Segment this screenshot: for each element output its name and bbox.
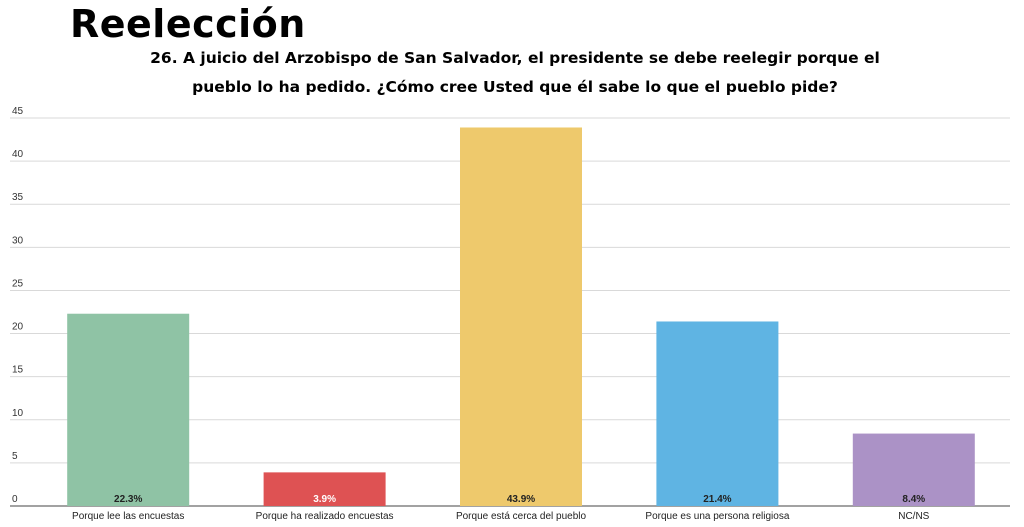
value-labels: 22.3% 3.9% 43.9% 21.4% 8.4% (114, 494, 925, 505)
bar-value-label: 22.3% (114, 494, 142, 505)
x-category-label: Porque lee las encuestas (72, 511, 184, 522)
y-tick-label: 30 (12, 235, 24, 246)
question-text: 26. A juicio del Arzobispo de San Salvad… (130, 44, 900, 102)
y-tick-label: 10 (12, 408, 24, 419)
bar (67, 313, 190, 506)
y-tick-label: 25 (12, 278, 24, 289)
y-axis-ticks: 0 5 10 15 20 25 30 35 40 45 (12, 106, 24, 505)
y-tick-label: 20 (12, 322, 24, 333)
chart-main-title: Reelección (70, 2, 306, 46)
bar-value-label: 43.9% (507, 494, 535, 505)
y-tick-label: 5 (12, 451, 18, 462)
x-category-label: Porque está cerca del pueblo (456, 511, 587, 522)
x-axis-categories: Porque lee las encuestas Porque ha realiz… (72, 511, 930, 522)
bars (67, 127, 975, 507)
y-tick-label: 0 (12, 494, 18, 505)
y-tick-label: 35 (12, 192, 24, 203)
bar (656, 321, 779, 506)
bar-value-label: 21.4% (703, 494, 731, 505)
y-tick-label: 40 (12, 149, 24, 160)
x-category-label: Porque ha realizado encuestas (256, 511, 394, 522)
bar-value-label: 8.4% (902, 494, 925, 505)
x-category-label: Porque es una persona religiosa (645, 511, 789, 522)
question-line-2: pueblo lo ha pedido. ¿Cómo cree Usted qu… (192, 78, 838, 96)
bar (460, 127, 582, 507)
bar (263, 472, 386, 506)
question-line-1: 26. A juicio del Arzobispo de San Salvad… (150, 49, 880, 67)
y-tick-label: 15 (12, 365, 24, 376)
bar-value-label: 3.9% (313, 494, 336, 505)
x-category-label: NC/NS (898, 511, 929, 522)
y-tick-label: 45 (12, 106, 24, 117)
bar (852, 433, 975, 506)
